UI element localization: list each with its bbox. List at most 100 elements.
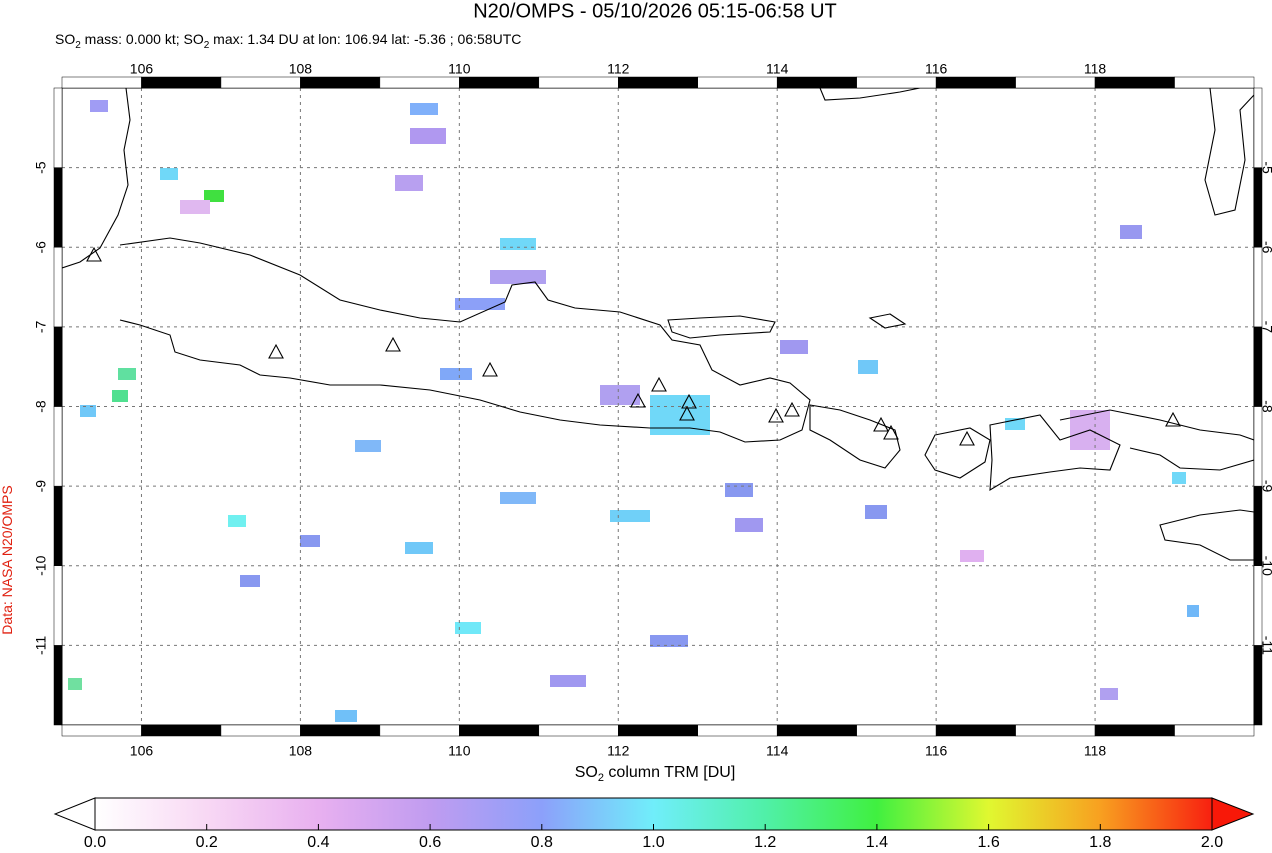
frame-bar — [618, 76, 698, 89]
x-tick-label: 116 — [925, 743, 948, 759]
frame-bar — [300, 76, 381, 89]
frame-bar — [1094, 724, 1175, 737]
graticule — [62, 88, 1254, 725]
x-tick-label: 118 — [1084, 743, 1107, 759]
frame-bar — [1253, 645, 1263, 726]
frame-bar — [1015, 76, 1096, 89]
frame-bar — [1174, 724, 1255, 737]
x-tick-label: 114 — [766, 743, 789, 759]
x-tick-label: 112 — [607, 743, 630, 759]
volcano — [385, 336, 401, 352]
x-tick-label: 108 — [289, 61, 313, 77]
frame-bar — [935, 724, 1016, 737]
frame-bar — [776, 724, 857, 737]
y-tick-label: -10 — [33, 555, 49, 575]
volcano — [784, 401, 800, 417]
frame-bar — [776, 76, 857, 89]
colorbar-under-arrow — [53, 797, 96, 831]
y-tick-label: -5 — [33, 161, 49, 174]
y-tick-label: -10 — [1259, 556, 1272, 576]
frame-bar — [53, 645, 63, 726]
colorbar-tick-label: 1.6 — [977, 834, 999, 851]
x-tick-label: 112 — [607, 61, 630, 77]
volcano — [873, 416, 889, 432]
volcano — [768, 407, 784, 423]
volcano — [959, 430, 975, 446]
volcano — [482, 361, 498, 377]
frame-bar — [1253, 326, 1263, 407]
frame-bar — [856, 724, 937, 737]
frame-bar — [300, 724, 381, 737]
frame-bar — [53, 326, 63, 407]
frame-bar — [697, 76, 778, 89]
frame-bar — [379, 724, 460, 737]
volcano — [883, 424, 899, 440]
frame-bar — [53, 565, 63, 646]
frame-bar — [538, 76, 619, 89]
y-tick-label: -6 — [1259, 241, 1272, 254]
y-tick-label: -5 — [1259, 161, 1272, 174]
frame-bar — [935, 76, 1016, 89]
frame-bar — [53, 485, 63, 566]
x-tick-label: 116 — [925, 61, 948, 77]
frame-bar — [61, 724, 142, 737]
y-tick-label: -7 — [1259, 321, 1272, 334]
frame-bar — [1094, 76, 1175, 89]
frame-bar — [1253, 87, 1263, 168]
colorbar-label: SO2 column TRM [DU] — [575, 764, 736, 784]
frame-bar — [1253, 485, 1263, 566]
frame-bar — [1253, 406, 1263, 487]
colorbar-tick-label: 2.0 — [1201, 834, 1223, 851]
y-tick-label: -11 — [33, 636, 49, 655]
frame-bar — [1253, 565, 1263, 646]
subscript: 2 — [598, 772, 604, 784]
frame-bar — [53, 167, 63, 248]
frame-bar — [379, 76, 460, 89]
colorbar-tick-label: 1.8 — [1089, 834, 1111, 851]
y-tick-label: -11 — [1259, 636, 1272, 655]
volcano — [1165, 411, 1181, 427]
volcano — [679, 405, 695, 421]
colorbar-tick-label: 0.6 — [419, 834, 441, 851]
x-tick-label: 106 — [130, 61, 154, 77]
frame-bar — [220, 724, 301, 737]
volcano — [681, 393, 697, 409]
colorbar-tick-label: 0.2 — [196, 834, 218, 851]
colorbar-tick-label: 0.0 — [84, 834, 106, 851]
y-tick-label: -9 — [1259, 480, 1272, 493]
volcanoes — [86, 246, 1181, 446]
volcano — [86, 246, 102, 262]
y-tick-label: -8 — [1259, 400, 1272, 413]
colorbar-tick-label: 1.2 — [754, 834, 776, 851]
x-tick-label: 108 — [289, 743, 313, 759]
colorbar-tick-label: 0.4 — [307, 834, 329, 851]
credit: Data: NASA N20/OMPS — [0, 485, 15, 634]
x-tick-label: 106 — [130, 743, 154, 759]
coastlines — [62, 88, 1254, 561]
y-tick-label: -6 — [33, 241, 49, 254]
frame-bar — [618, 724, 698, 737]
frame-bar — [220, 76, 301, 89]
frame-bar — [459, 76, 540, 89]
y-tick-label: -7 — [33, 320, 49, 333]
map-axes: 106 106 108 108 110 110 112 112 114 114 116 116 118 1… — [33, 61, 1272, 759]
y-tick-label: -8 — [33, 400, 49, 413]
subtitle-part: SO — [55, 31, 75, 47]
x-tick-label: 118 — [1084, 61, 1107, 77]
subscript: 2 — [75, 40, 81, 51]
frame-bar — [1253, 167, 1263, 248]
subtitle: SO2 mass: 0.000 kt; SO2 max: 1.34 DU at … — [55, 31, 521, 51]
frame-bar — [1015, 724, 1096, 737]
colorbar-tick-label: 1.4 — [866, 834, 888, 851]
label-part: SO — [575, 764, 598, 781]
y-tick-label: -9 — [33, 480, 49, 493]
x-tick-label: 110 — [448, 743, 471, 759]
x-tick-label: 114 — [766, 61, 789, 77]
frame-bar — [141, 724, 222, 737]
frame-bar — [53, 87, 63, 168]
colorbar: 0.0 0.2 0.4 0.6 0.8 1.0 1.2 1.4 1.6 1.8 2.0 — [53, 797, 1255, 851]
frame-bar — [538, 724, 619, 737]
frame-bar — [459, 724, 540, 737]
frame-bar — [53, 406, 63, 487]
